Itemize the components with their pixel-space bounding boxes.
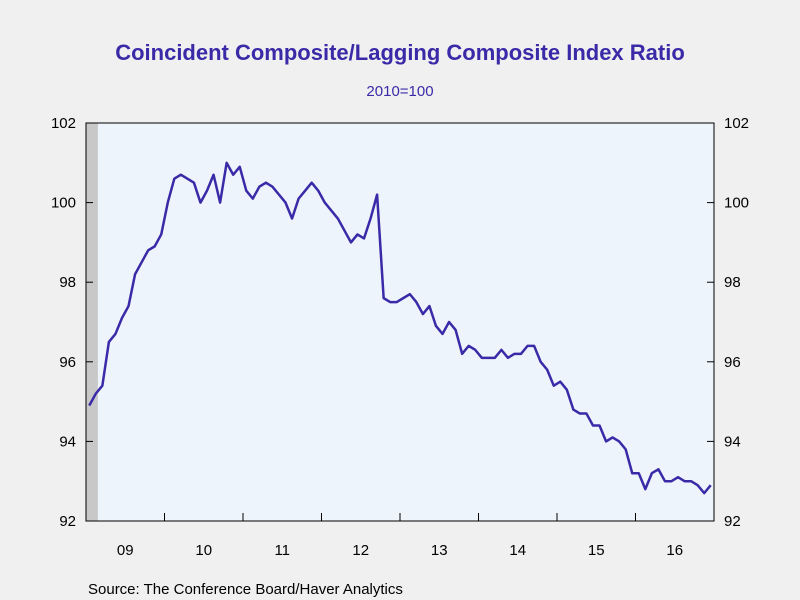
x-tick-label: 10 [195,542,212,559]
y-tick-label-right: 98 [724,274,741,291]
x-tick-label: 11 [274,542,290,559]
x-tick-label: 09 [117,542,134,559]
y-tick-label-left: 102 [51,115,76,132]
y-tick-label-right: 92 [724,513,741,530]
plot-border [85,122,715,522]
y-tick-label-right: 100 [724,195,749,212]
y-axis-right: 92 94 96 98 100 102 [707,115,749,530]
x-tick-label: 15 [588,542,605,559]
y-tick-label-right: 102 [724,115,749,132]
series-line [88,161,712,495]
x-axis: 09 10 11 12 13 14 15 16 [117,513,683,559]
plot-area [85,122,715,522]
y-tick-label-right: 96 [724,354,741,371]
y-tick-label-right: 94 [724,433,741,450]
x-tick-label: 14 [509,542,526,559]
x-tick-label: 16 [666,542,683,559]
y-tick-label-left: 96 [59,354,76,371]
y-tick-label-left: 100 [51,195,76,212]
x-tick-label: 12 [352,542,369,559]
y-axis-left: 92 94 96 98 100 102 [51,115,93,530]
x-tick-label: 13 [431,542,448,559]
y-tick-label-left: 92 [59,513,76,530]
source-note: Source: The Conference Board/Haver Analy… [88,581,403,598]
y-tick-label-left: 94 [59,433,76,450]
y-tick-label-left: 98 [59,274,76,291]
recession-shading [86,123,98,521]
chart-subtitle: 2010=100 [366,83,433,100]
chart-title: Coincident Composite/Lagging Composite I… [115,40,685,65]
